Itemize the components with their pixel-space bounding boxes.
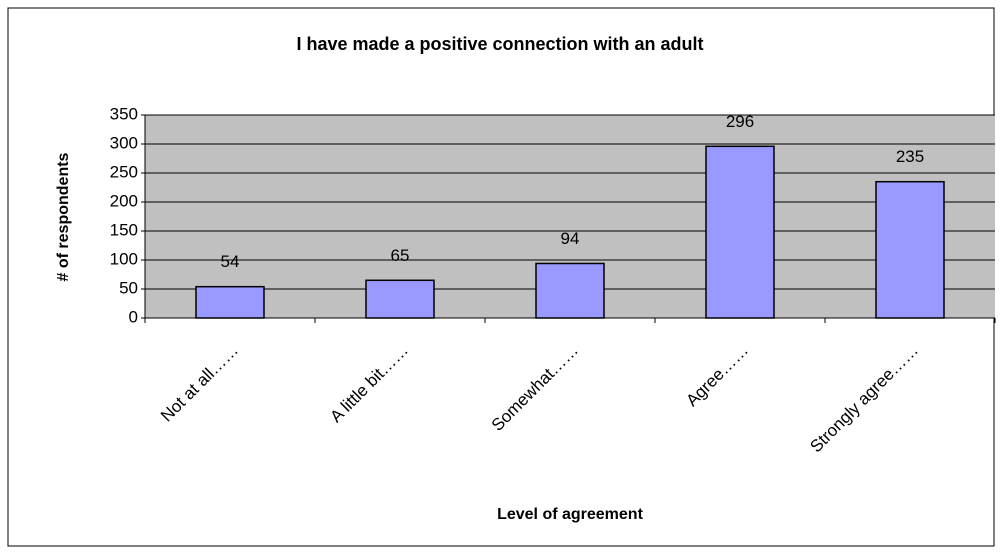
data-label: 54	[221, 252, 240, 271]
y-tick-label: 100	[110, 249, 138, 268]
data-label: 65	[391, 246, 410, 265]
bar	[195, 285, 265, 319]
y-tick-label: 150	[110, 220, 138, 239]
y-tick-label: 0	[129, 307, 138, 326]
data-label: 296	[726, 112, 754, 131]
y-tick-label: 50	[119, 278, 138, 297]
x-axis-title: Level of agreement	[497, 506, 644, 523]
bar	[365, 279, 435, 319]
y-tick-label: 300	[110, 133, 138, 152]
y-axis-title: # of respondents	[55, 152, 72, 281]
chart-title: I have made a positive connection with a…	[296, 34, 703, 54]
bar	[875, 180, 945, 319]
y-tick-label: 350	[110, 104, 138, 123]
data-label: 94	[561, 229, 580, 248]
data-label: 235	[896, 147, 924, 166]
bar	[535, 262, 605, 319]
y-tick-label: 200	[110, 191, 138, 210]
y-tick-label: 250	[110, 162, 138, 181]
bar	[705, 145, 775, 319]
